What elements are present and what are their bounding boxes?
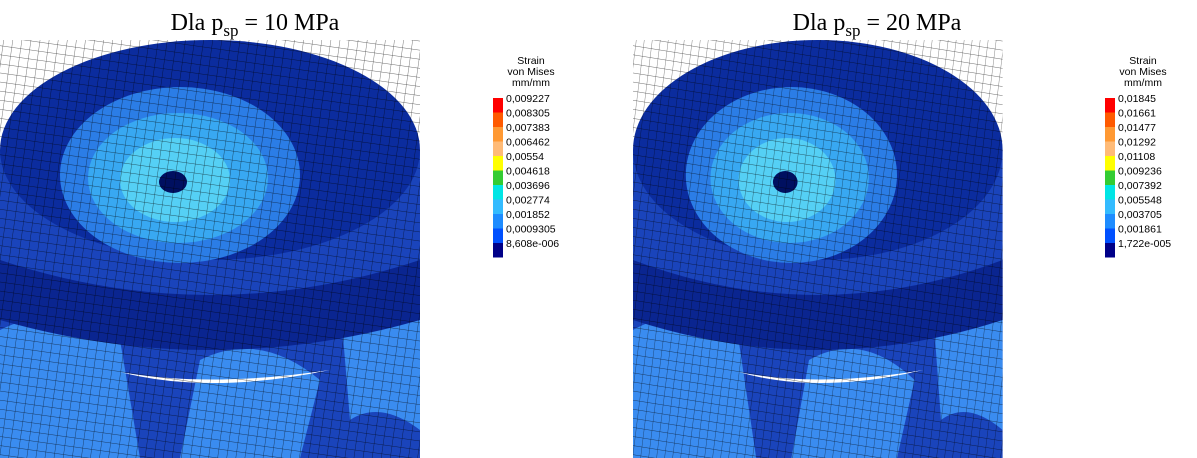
legend-label: 0,01661 [1118,108,1156,120]
legend-swatch [493,98,503,113]
legend-swatch [1105,171,1115,186]
legend-swatch [1105,142,1115,157]
legend-label: 0,01477 [1118,122,1156,134]
legend-label: 0,003705 [1118,209,1162,221]
legend-swatch [1105,127,1115,142]
legend-label: 0,008305 [506,108,550,120]
legend-label: 0,004618 [506,166,550,178]
title-rest: = 10 MPa [238,10,339,36]
legend-swatch [1105,156,1115,171]
legend-label: 0,01108 [1118,151,1155,163]
legend-label: 0,01845 [1118,93,1156,105]
legend-label: 0,001861 [1118,224,1162,236]
legend-label: 0,007392 [1118,180,1162,192]
legend-swatch [493,127,503,142]
legend-swatch [493,171,503,186]
title-subscript: sp [845,21,860,40]
panel-title: Dla psp = 10 MPa [171,10,340,40]
legend-swatch [493,243,503,258]
title-subscript: sp [223,21,238,40]
piston-right [633,40,1003,458]
legend-title: mm/mm [1124,77,1162,89]
legend-label: 0,007383 [506,122,550,134]
title-rest: = 20 MPa [860,10,961,36]
legend-swatch [1105,229,1115,244]
legend-label: 0,002774 [506,195,550,207]
legend-title: mm/mm [512,77,550,89]
panel-title: Dla psp = 20 MPa [793,10,962,40]
legend-swatch [1105,214,1115,229]
legend-label: 0,006462 [506,137,550,149]
legend-label: 0,0009305 [506,224,556,236]
legend-label: 8,608e-006 [506,238,559,250]
legend-label: 0,009227 [506,93,550,105]
legend-swatch [493,214,503,229]
legend-swatch [1105,113,1115,128]
legend-swatch [1105,200,1115,215]
legend-swatch [493,142,503,157]
legend-label: 0,009236 [1118,166,1162,178]
figure: Dla psp = 10 MPaStrainvon Misesmm/mm0,00… [0,0,1197,458]
legend-swatch [1105,98,1115,113]
piston-left [0,40,420,458]
legend-swatch [493,113,503,128]
legend-label: 1,722e-005 [1118,238,1171,250]
legend-swatch [493,200,503,215]
legend-swatch [493,185,503,200]
legend-label: 0,003696 [506,180,550,192]
legend-swatch [1105,185,1115,200]
title-text: Dla p [171,10,224,36]
legend-swatch [1105,243,1115,258]
title-text: Dla p [793,10,846,36]
legend-swatch [493,156,503,171]
legend-label: 0,01292 [1118,137,1156,149]
legend-label: 0,005548 [1118,195,1162,207]
legend-swatch [493,229,503,244]
legend-label: 0,00554 [506,151,544,163]
legend-label: 0,001852 [506,209,550,221]
